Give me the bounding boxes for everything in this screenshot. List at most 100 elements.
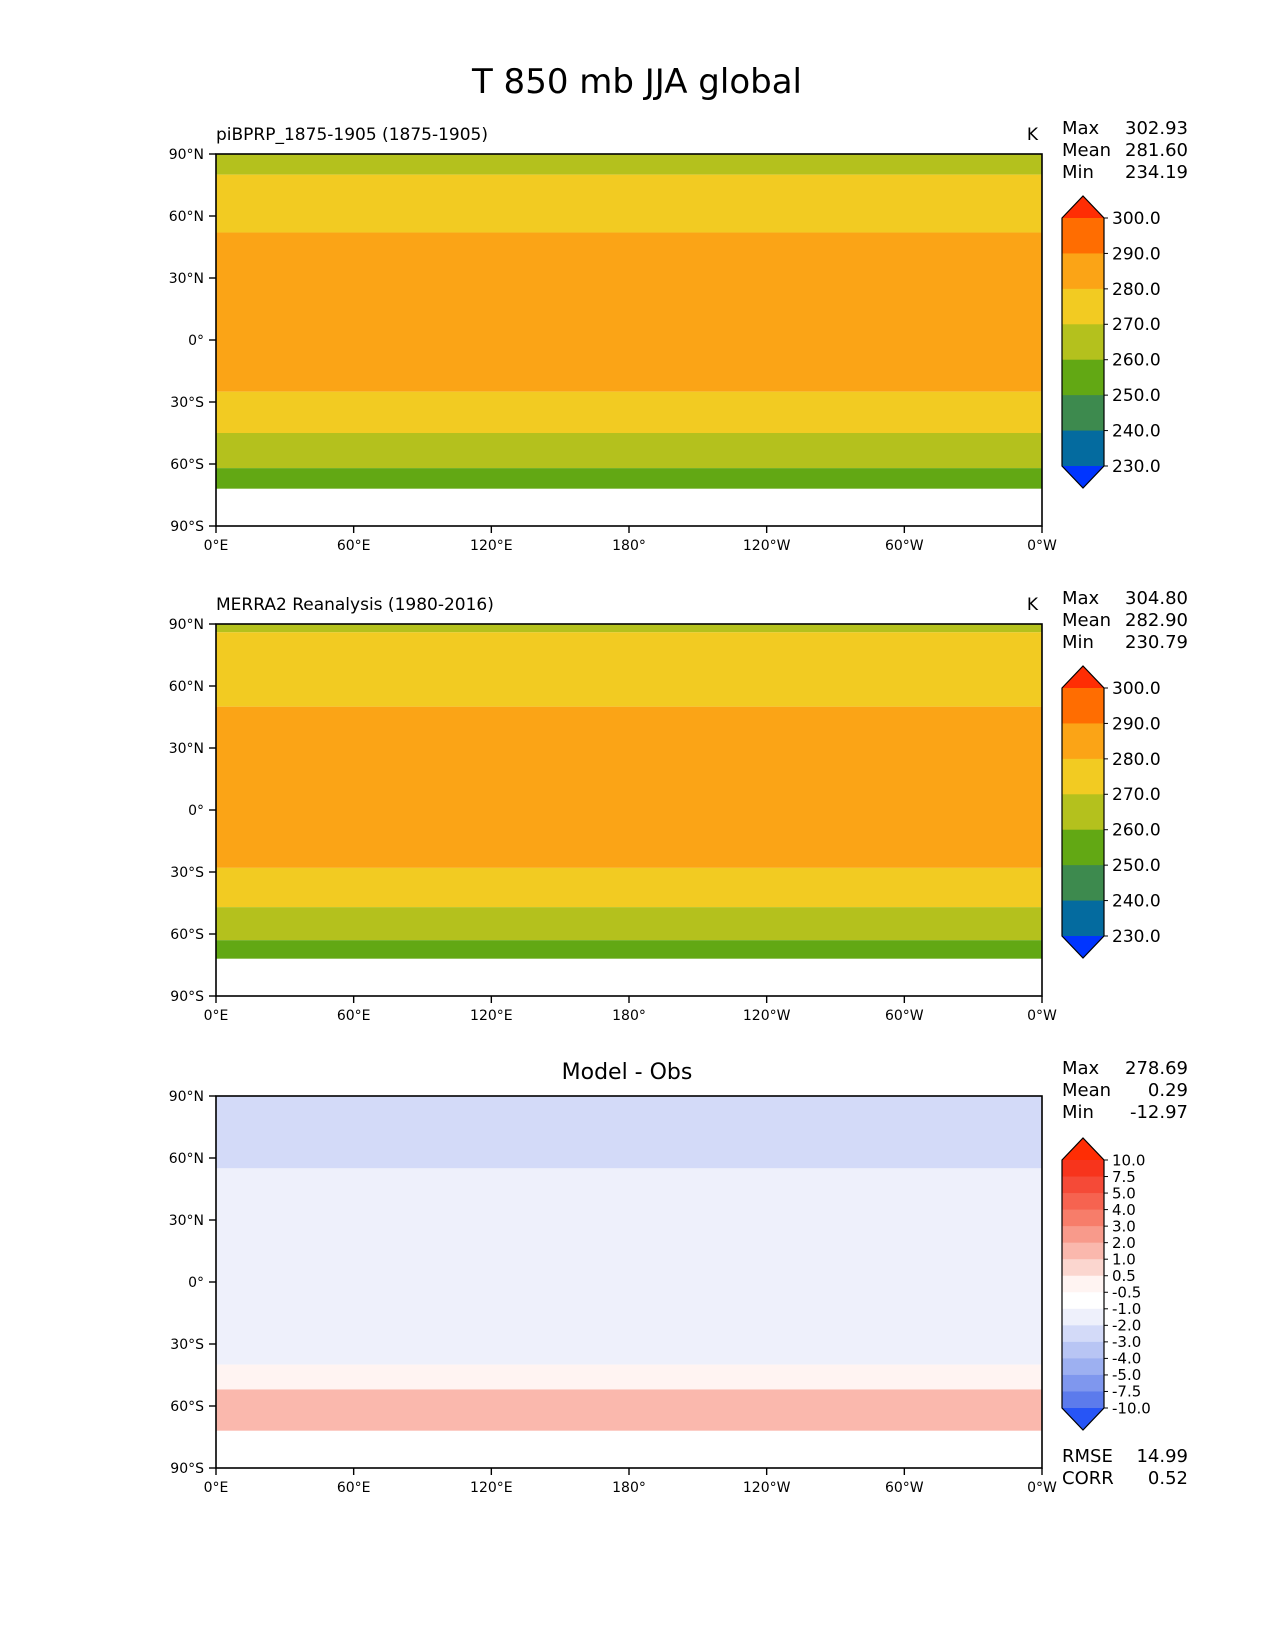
colorbar-segment bbox=[1062, 1292, 1104, 1310]
panel-difference: Model - Obs Max 278.69 Mean 0.29 Min -12… bbox=[169, 1058, 1188, 1496]
y-tick-label: 90°N bbox=[169, 617, 204, 633]
map-band bbox=[216, 1168, 1042, 1251]
y-tick-label: 60°N bbox=[169, 209, 204, 225]
map-plot: 90°N 60°N 30°N 0° 30°S 60°S 90°S0°E 60°E 120°E 18… bbox=[169, 617, 1057, 1024]
y-tick-label: 30°N bbox=[169, 741, 204, 757]
colorbar-segment bbox=[1062, 1176, 1104, 1194]
stat-label-min: Min bbox=[1062, 162, 1094, 183]
x-tick-label: 60°W bbox=[885, 1480, 924, 1496]
stat-label-max: Max bbox=[1062, 588, 1100, 609]
map-band bbox=[216, 1389, 1042, 1431]
x-tick-label: 120°W bbox=[743, 1008, 791, 1024]
colorbar-segment bbox=[1062, 1226, 1104, 1244]
y-tick-label: 90°S bbox=[170, 989, 204, 1005]
x-tick-label: 60°E bbox=[337, 538, 371, 554]
colorbar-segment bbox=[1062, 688, 1104, 724]
stat-value-max: 302.93 bbox=[1125, 118, 1188, 139]
colorbar-tick-label: 300.0 bbox=[1112, 209, 1161, 229]
metric-label-corr: CORR bbox=[1062, 1468, 1114, 1489]
colorbar-tick-label: 300.0 bbox=[1112, 679, 1161, 699]
x-tick-label: 0°W bbox=[1027, 1008, 1057, 1024]
x-tick-label: 0°E bbox=[204, 1008, 229, 1024]
colorbar-tick-label: 280.0 bbox=[1112, 280, 1161, 300]
stats-block: Max 304.80 Mean 282.90 Min 230.79 bbox=[1062, 588, 1188, 653]
metric-value-corr: 0.52 bbox=[1148, 1468, 1188, 1489]
panel-center-title: Model - Obs bbox=[562, 1060, 693, 1085]
panel-reference: MERRA2 Reanalysis (1980-2016) K Max 304.… bbox=[169, 588, 1188, 1024]
map-plot: 90°N 60°N 30°N 0° 30°S 60°S 90°S0°E 60°E 120°E 18… bbox=[169, 147, 1057, 554]
colorbar-tick-label: -10.0 bbox=[1112, 1399, 1151, 1417]
colorbar-segment bbox=[1062, 324, 1104, 361]
y-tick-label: 60°S bbox=[170, 457, 204, 473]
colorbar-tick-label: 230.0 bbox=[1112, 457, 1161, 477]
figure-title: T 850 mb JJA global bbox=[471, 62, 802, 102]
colorbar-tick-label: -3.0 bbox=[1112, 1333, 1141, 1351]
colorbar-tick-label: -5.0 bbox=[1112, 1366, 1141, 1384]
colorbar-tick-label: -1.0 bbox=[1112, 1300, 1141, 1318]
x-tick-label: 180° bbox=[612, 1008, 646, 1024]
stat-value-min: 230.79 bbox=[1125, 632, 1188, 653]
x-tick-label: 120°E bbox=[470, 1480, 513, 1496]
colorbar-segment bbox=[1062, 1391, 1104, 1409]
y-tick-label: 60°N bbox=[169, 679, 204, 695]
metric-value-rmse: 14.99 bbox=[1136, 1446, 1188, 1467]
map-band bbox=[216, 1251, 1042, 1365]
colorbar-segment bbox=[1062, 218, 1104, 254]
stat-label-mean: Mean bbox=[1062, 610, 1111, 631]
stat-label-mean: Mean bbox=[1062, 140, 1111, 161]
panel-test: piBPRP_1875-1905 (1875-1905) K Max 302.9… bbox=[169, 118, 1188, 554]
stat-label-mean: Mean bbox=[1062, 1080, 1111, 1101]
stat-label-max: Max bbox=[1062, 118, 1100, 139]
colorbar-tick-label: 3.0 bbox=[1112, 1217, 1136, 1235]
colorbar-segment bbox=[1062, 1209, 1104, 1227]
stat-value-mean: 281.60 bbox=[1125, 140, 1188, 161]
x-tick-label: 60°E bbox=[337, 1480, 371, 1496]
y-tick-label: 90°S bbox=[170, 1461, 204, 1477]
colorbar-tick-label: 5.0 bbox=[1112, 1184, 1136, 1202]
colorbar-tick-label: 4.0 bbox=[1112, 1201, 1136, 1219]
x-tick-label: 120°W bbox=[743, 1480, 791, 1496]
colorbar-segment bbox=[1062, 758, 1104, 795]
colorbar-segment bbox=[1062, 900, 1104, 937]
colorbar-segment bbox=[1062, 794, 1104, 831]
colorbar: 300.0 290.0 280.0 270.0 260.0 250.0 240.0 230.0 bbox=[1061, 665, 1161, 959]
colorbar-tick-label: -4.0 bbox=[1112, 1350, 1141, 1368]
map-band bbox=[216, 468, 1042, 489]
stat-value-max: 278.69 bbox=[1125, 1058, 1188, 1079]
metrics-block: RMSE 14.99 CORR 0.52 bbox=[1062, 1446, 1188, 1489]
colorbar-segment bbox=[1062, 1341, 1104, 1359]
y-tick-label: 90°N bbox=[169, 1089, 204, 1105]
map-band bbox=[216, 1364, 1042, 1390]
colorbar-tick-label: 0.5 bbox=[1112, 1267, 1136, 1285]
colorbar: 300.0 290.0 280.0 270.0 260.0 250.0 240.0 230.0 bbox=[1061, 195, 1161, 489]
y-tick-label: 60°S bbox=[170, 1399, 204, 1415]
metric-label-rmse: RMSE bbox=[1062, 1446, 1113, 1467]
colorbar-segment bbox=[1062, 723, 1104, 760]
colorbar-segment bbox=[1062, 1259, 1104, 1277]
stat-value-mean: 0.29 bbox=[1148, 1080, 1188, 1101]
map-band bbox=[216, 706, 1042, 868]
map-band bbox=[216, 232, 1042, 392]
colorbar-tick-label: 290.0 bbox=[1112, 244, 1161, 264]
colorbar-extend-bottom bbox=[1062, 1408, 1104, 1430]
colorbar-tick-label: 250.0 bbox=[1112, 856, 1161, 876]
map-plot: 90°N 60°N 30°N 0° 30°S 60°S 90°S0°E 60°E 120°E 18… bbox=[169, 1089, 1057, 1496]
x-tick-label: 0°W bbox=[1027, 538, 1057, 554]
y-tick-label: 90°N bbox=[169, 147, 204, 163]
stat-label-max: Max bbox=[1062, 1058, 1100, 1079]
colorbar-segment bbox=[1062, 829, 1104, 866]
x-tick-label: 60°W bbox=[885, 538, 924, 554]
y-tick-label: 30°S bbox=[170, 865, 204, 881]
stat-value-mean: 282.90 bbox=[1125, 610, 1188, 631]
panel-units: K bbox=[1027, 125, 1039, 145]
colorbar-tick-label: 230.0 bbox=[1112, 927, 1161, 947]
colorbar-tick-label: -0.5 bbox=[1112, 1284, 1141, 1302]
stat-value-min: 234.19 bbox=[1125, 162, 1188, 183]
x-tick-label: 120°E bbox=[470, 1008, 513, 1024]
map-band bbox=[216, 433, 1042, 469]
map-band bbox=[216, 632, 1042, 707]
colorbar-tick-label: -7.5 bbox=[1112, 1383, 1141, 1401]
x-tick-label: 60°E bbox=[337, 1008, 371, 1024]
colorbar-segment bbox=[1062, 1193, 1104, 1211]
